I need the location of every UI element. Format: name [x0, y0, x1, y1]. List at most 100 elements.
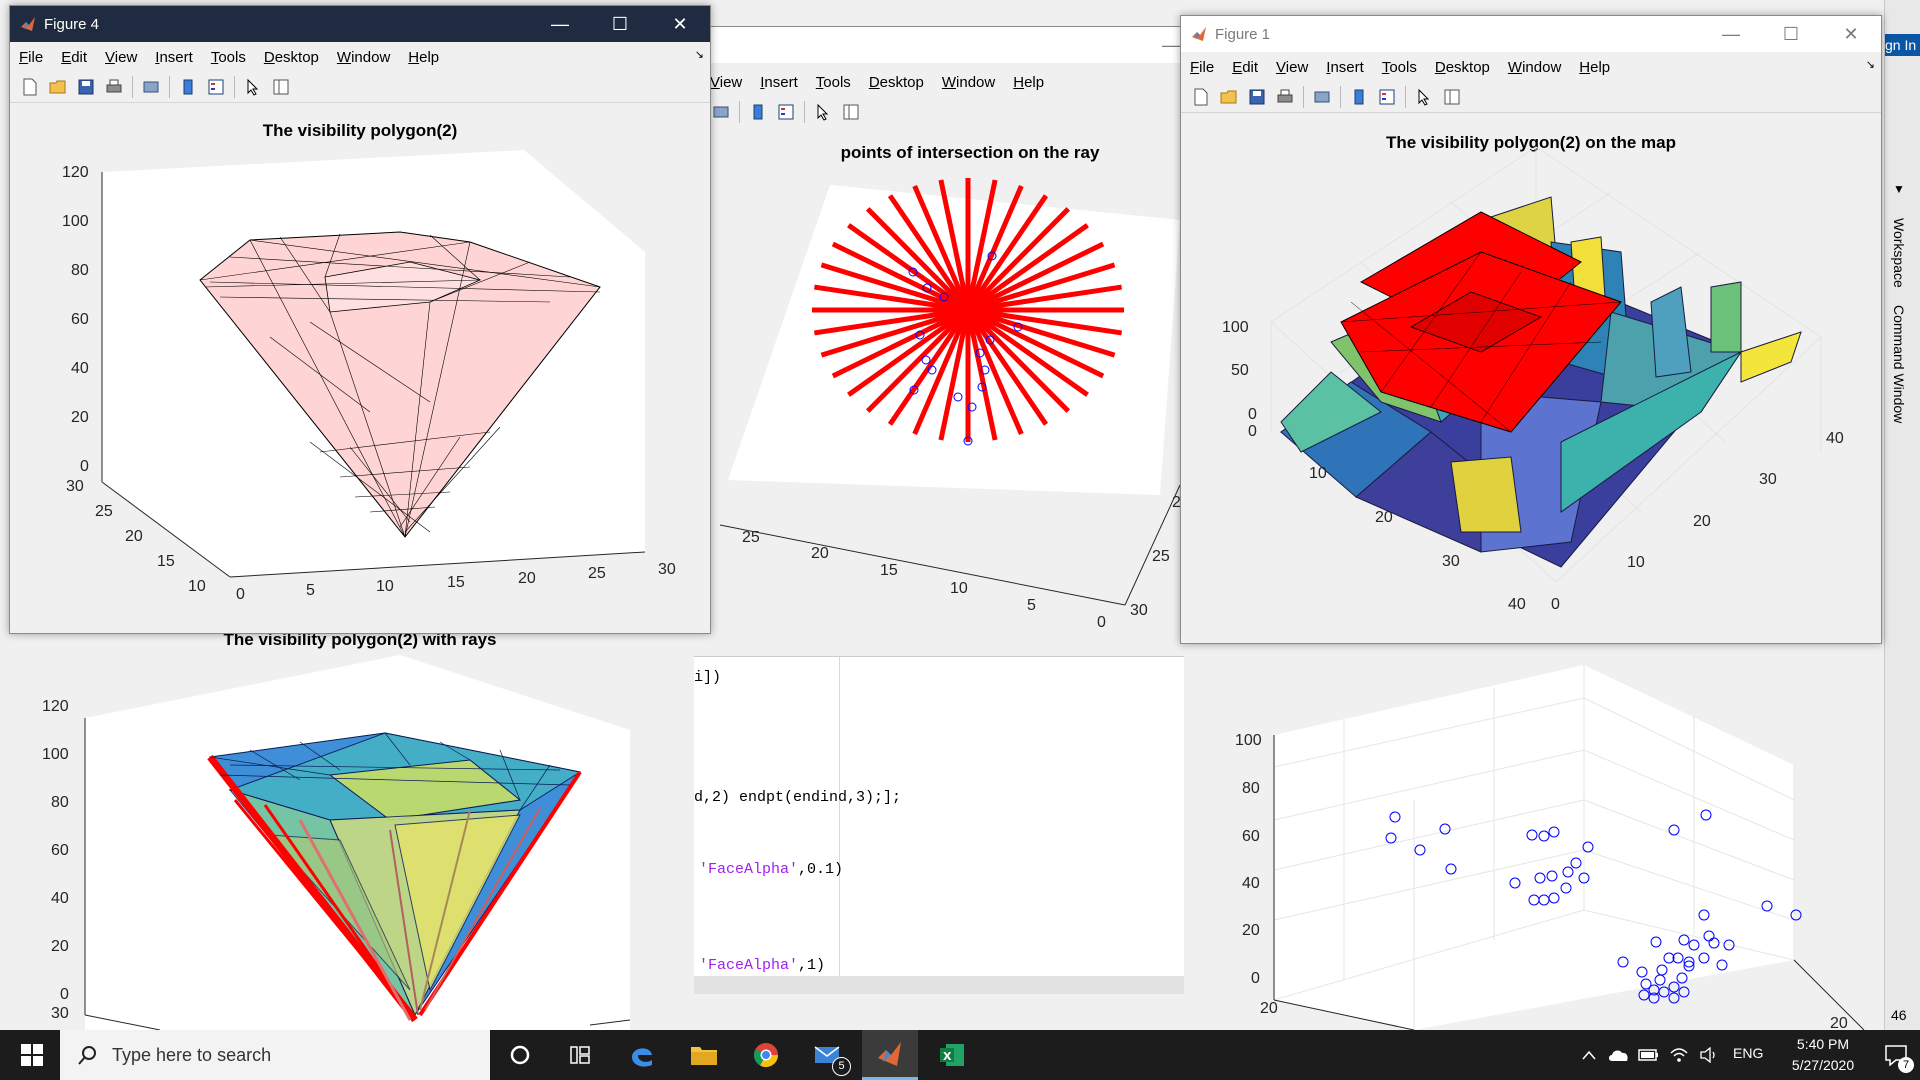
ray-line [847, 307, 970, 397]
menu-file[interactable]: File [1190, 58, 1215, 76]
mail-icon [814, 1046, 840, 1063]
property-editor-icon[interactable] [841, 102, 861, 122]
menu-desktop[interactable]: Desktop [263, 48, 319, 66]
maximize-button[interactable]: ☐ [1782, 23, 1800, 44]
show-hidden-icons-button[interactable] [1574, 1030, 1604, 1080]
file-explorer-button[interactable] [676, 1030, 732, 1080]
legend-icon[interactable] [1377, 87, 1397, 107]
workspace-tab[interactable]: Workspace [1891, 218, 1907, 288]
colorbar-icon[interactable] [178, 77, 198, 97]
menu-desktop[interactable]: Desktop [1434, 58, 1490, 76]
mail-button[interactable]: 5 [800, 1030, 856, 1080]
ray-line [965, 184, 1024, 311]
print-preview-icon[interactable] [711, 102, 731, 122]
menu-insert[interactable]: Insert [1326, 58, 1364, 76]
ray-line [966, 241, 1105, 313]
cursor-icon[interactable] [1414, 87, 1434, 107]
menu-item[interactable]: Desktop [868, 73, 924, 91]
cortana-button[interactable] [492, 1030, 548, 1080]
excel-button[interactable]: X [924, 1030, 980, 1080]
menu-window[interactable]: Window [336, 48, 391, 66]
center-menubar: View Insert Tools Desktop Window Help [701, 69, 1201, 95]
legend-icon[interactable] [776, 102, 796, 122]
polygon-with-rays [207, 732, 582, 1023]
command-window-tab[interactable]: Command Window [1891, 305, 1907, 424]
scatter-marker [1548, 892, 1560, 904]
menu-edit[interactable]: Edit [61, 48, 88, 66]
scatter-marker [1683, 960, 1695, 972]
property-editor-icon[interactable] [1442, 87, 1462, 107]
menu-tools[interactable]: Tools [1381, 58, 1417, 76]
notification-count: 7 [1898, 1057, 1914, 1073]
intersection-marker [915, 330, 925, 340]
clock-time: 5:40 PM [1796, 1036, 1850, 1052]
new-figure-icon[interactable] [1191, 87, 1211, 107]
close-button[interactable]: ✕ [672, 13, 688, 34]
dock-arrow-icon[interactable]: ↘ [694, 49, 704, 61]
start-button[interactable] [4, 1030, 60, 1080]
windows-logo-icon [21, 1044, 43, 1066]
intersection-marker [1013, 322, 1023, 332]
menu-item[interactable]: Window [941, 73, 996, 91]
battery-button[interactable] [1634, 1030, 1664, 1080]
print-preview-icon[interactable] [1312, 87, 1332, 107]
menu-item[interactable]: Tools [815, 73, 851, 91]
onedrive-button[interactable] [1604, 1030, 1634, 1080]
menu-tools[interactable]: Tools [210, 48, 246, 66]
menu-file[interactable]: File [19, 48, 44, 66]
minimize-button[interactable]: — [551, 13, 569, 34]
open-file-icon[interactable] [1219, 87, 1239, 107]
sign-in-button[interactable]: gn In [1885, 34, 1920, 56]
code-editor[interactable]: i]) d,2) endpt(endind,3);]; 'FaceAlpha',… [694, 656, 1184, 977]
cursor-icon[interactable] [243, 77, 263, 97]
menu-view[interactable]: View [105, 48, 138, 66]
new-figure-icon[interactable] [20, 77, 40, 97]
task-view-button[interactable] [552, 1030, 608, 1080]
ray-line [966, 307, 1105, 379]
matlab-button[interactable] [862, 1030, 918, 1080]
menu-help[interactable]: Help [1579, 58, 1611, 76]
maximize-button[interactable]: ☐ [611, 13, 629, 34]
language-indicator[interactable]: ENG [1733, 1045, 1764, 1061]
menu-insert[interactable]: Insert [155, 48, 193, 66]
tick-label: 0 [236, 586, 245, 603]
print-icon[interactable] [104, 77, 124, 97]
figure1-titlebar[interactable]: Figure 1 — ☐ ✕ [1181, 16, 1881, 52]
save-icon[interactable] [76, 77, 96, 97]
cursor-icon[interactable] [813, 102, 833, 122]
volume-button[interactable] [1694, 1030, 1724, 1080]
colorbar-icon[interactable] [1349, 87, 1369, 107]
dock-arrow-icon[interactable]: ↘ [1865, 59, 1875, 71]
menu-window[interactable]: Window [1507, 58, 1562, 76]
menu-view[interactable]: View [1276, 58, 1309, 76]
search-box[interactable]: Type here to search [60, 1030, 490, 1080]
tick-label: 10 [188, 578, 206, 595]
figure4-titlebar[interactable]: Figure 4 — ☐ ✕ [10, 6, 710, 42]
clock[interactable]: 5:40 PM 5/27/2020 [1768, 1034, 1878, 1076]
minimize-button[interactable]: — [1722, 23, 1740, 44]
property-editor-icon[interactable] [271, 77, 291, 97]
chrome-button[interactable] [738, 1030, 794, 1080]
edge-button[interactable] [614, 1030, 670, 1080]
colorbar-icon[interactable] [748, 102, 768, 122]
ray-line [938, 179, 971, 311]
menu-edit[interactable]: Edit [1232, 58, 1259, 76]
menu-help[interactable]: Help [408, 48, 440, 66]
wifi-button[interactable] [1664, 1030, 1694, 1080]
action-center-button[interactable]: 7 [1872, 1030, 1920, 1080]
print-icon[interactable] [1275, 87, 1295, 107]
print-preview-icon[interactable] [141, 77, 161, 97]
chevron-down-icon[interactable]: ▼ [1893, 182, 1905, 196]
menu-item[interactable]: Help [1013, 73, 1045, 91]
minimize-button[interactable]: — [1162, 34, 1180, 55]
editor-scrollbar[interactable] [694, 976, 1184, 994]
save-icon[interactable] [1247, 87, 1267, 107]
close-button[interactable]: ✕ [1843, 23, 1859, 44]
open-file-icon[interactable] [48, 77, 68, 97]
legend-icon[interactable] [206, 77, 226, 97]
menu-item[interactable]: View [710, 73, 743, 91]
figure4-plot-title: The visibility polygon(2) [262, 121, 458, 140]
ray-line [966, 308, 1071, 413]
menu-item[interactable]: Insert [760, 73, 798, 91]
ray-line [831, 241, 970, 313]
